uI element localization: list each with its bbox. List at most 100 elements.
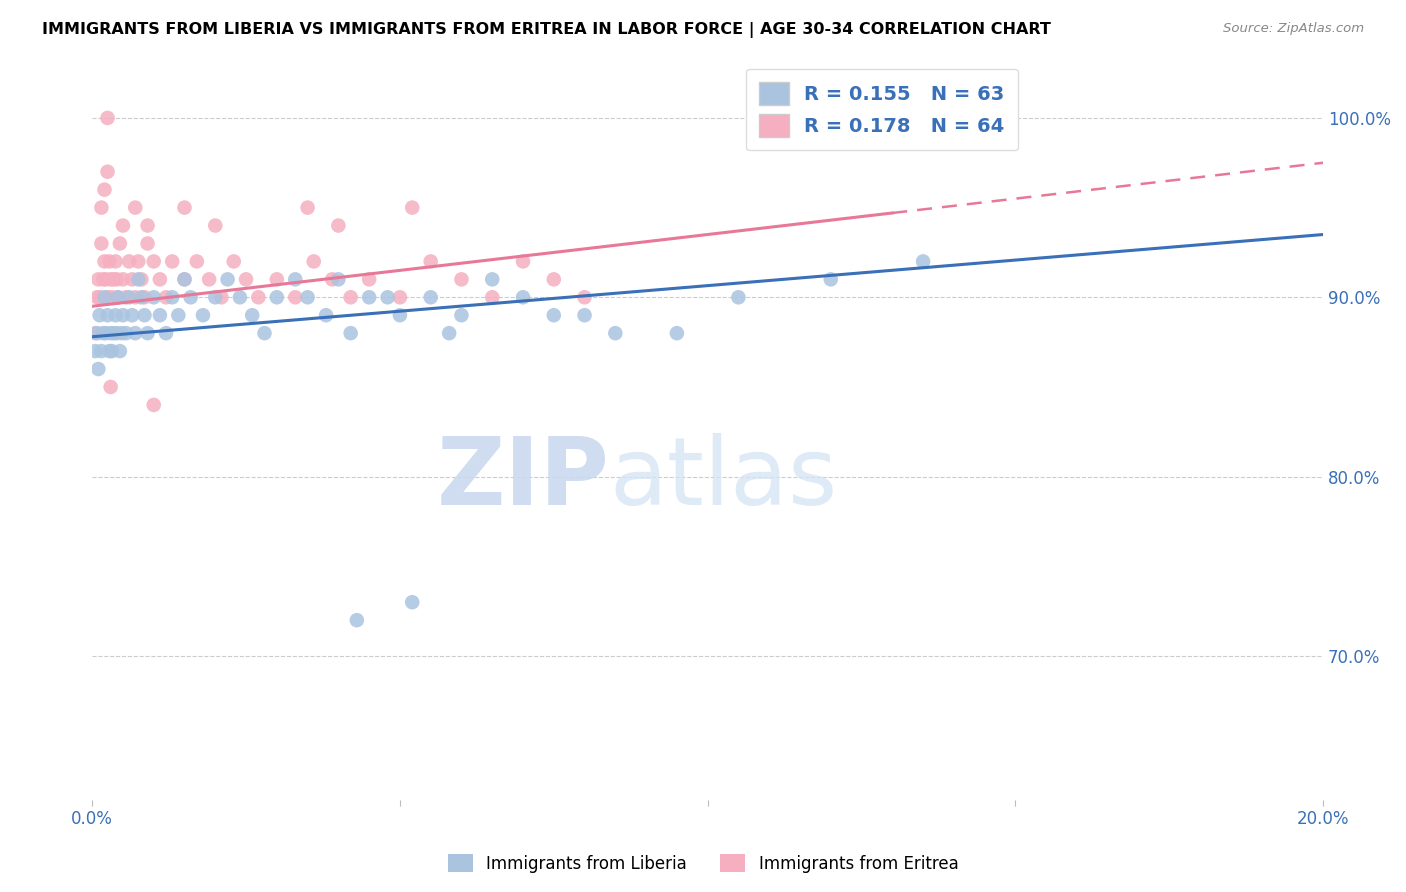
Point: [101, 344, 124, 359]
Point: [108, 236, 131, 251]
Point: [134, 290, 156, 304]
Point: [105, 272, 128, 286]
Point: [173, 272, 195, 286]
Point: [93, 254, 115, 268]
Point: [97, 165, 120, 179]
Point: [253, 326, 276, 341]
Point: [107, 290, 129, 304]
Point: [89, 308, 111, 322]
Point: [111, 219, 134, 233]
Text: Source: ZipAtlas.com: Source: ZipAtlas.com: [1223, 22, 1364, 36]
Point: [149, 308, 172, 322]
Point: [118, 290, 141, 304]
Point: [574, 308, 596, 322]
Point: [401, 595, 423, 609]
Point: [450, 308, 472, 322]
Point: [93, 290, 115, 304]
Point: [173, 201, 195, 215]
Point: [240, 308, 263, 322]
Point: [388, 308, 411, 322]
Point: [84, 326, 107, 341]
Point: [191, 308, 214, 322]
Point: [235, 272, 257, 286]
Point: [115, 290, 138, 304]
Point: [266, 272, 288, 286]
Point: [315, 308, 337, 322]
Point: [111, 308, 134, 322]
Point: [481, 290, 503, 304]
Point: [90, 201, 112, 215]
Point: [912, 254, 935, 268]
Point: [173, 272, 195, 286]
Point: [222, 254, 245, 268]
Point: [665, 326, 688, 341]
Point: [100, 326, 122, 341]
Point: [359, 272, 381, 286]
Point: [419, 254, 441, 268]
Point: [89, 290, 111, 304]
Point: [98, 254, 121, 268]
Point: [727, 290, 749, 304]
Point: [108, 344, 131, 359]
Point: [131, 290, 153, 304]
Point: [328, 272, 350, 286]
Text: IMMIGRANTS FROM LIBERIA VS IMMIGRANTS FROM ERITREA IN LABOR FORCE | AGE 30-34 CO: IMMIGRANTS FROM LIBERIA VS IMMIGRANTS FR…: [42, 22, 1052, 38]
Point: [149, 272, 172, 286]
Point: [86, 326, 108, 341]
Point: [98, 344, 121, 359]
Point: [204, 290, 226, 304]
Point: [574, 290, 596, 304]
Point: [359, 290, 381, 304]
Point: [97, 308, 120, 322]
Point: [142, 290, 165, 304]
Point: [180, 290, 202, 304]
Point: [124, 290, 146, 304]
Point: [512, 290, 534, 304]
Point: [543, 272, 565, 286]
Point: [86, 290, 108, 304]
Point: [339, 326, 361, 341]
Point: [103, 326, 125, 341]
Point: [142, 254, 165, 268]
Point: [209, 290, 232, 304]
Point: [97, 290, 120, 304]
Point: [167, 308, 190, 322]
Point: [136, 326, 159, 341]
Text: ZIP: ZIP: [436, 434, 609, 525]
Point: [100, 272, 122, 286]
Point: [124, 326, 146, 341]
Point: [297, 290, 319, 304]
Point: [104, 254, 127, 268]
Point: [512, 254, 534, 268]
Point: [155, 290, 177, 304]
Point: [115, 326, 138, 341]
Point: [247, 290, 270, 304]
Legend: Immigrants from Liberia, Immigrants from Eritrea: Immigrants from Liberia, Immigrants from…: [441, 847, 965, 880]
Point: [103, 272, 125, 286]
Point: [94, 326, 117, 341]
Point: [543, 308, 565, 322]
Point: [155, 326, 177, 341]
Point: [87, 362, 110, 376]
Point: [266, 290, 288, 304]
Point: [388, 290, 411, 304]
Point: [198, 272, 221, 286]
Point: [284, 290, 307, 304]
Point: [328, 219, 350, 233]
Point: [111, 326, 134, 341]
Point: [121, 308, 143, 322]
Text: atlas: atlas: [609, 434, 838, 525]
Point: [136, 236, 159, 251]
Point: [91, 272, 114, 286]
Point: [127, 254, 149, 268]
Point: [186, 254, 208, 268]
Point: [111, 272, 134, 286]
Point: [450, 272, 472, 286]
Point: [104, 308, 127, 322]
Point: [118, 254, 141, 268]
Point: [401, 201, 423, 215]
Point: [481, 272, 503, 286]
Point: [284, 272, 307, 286]
Point: [124, 201, 146, 215]
Point: [121, 272, 143, 286]
